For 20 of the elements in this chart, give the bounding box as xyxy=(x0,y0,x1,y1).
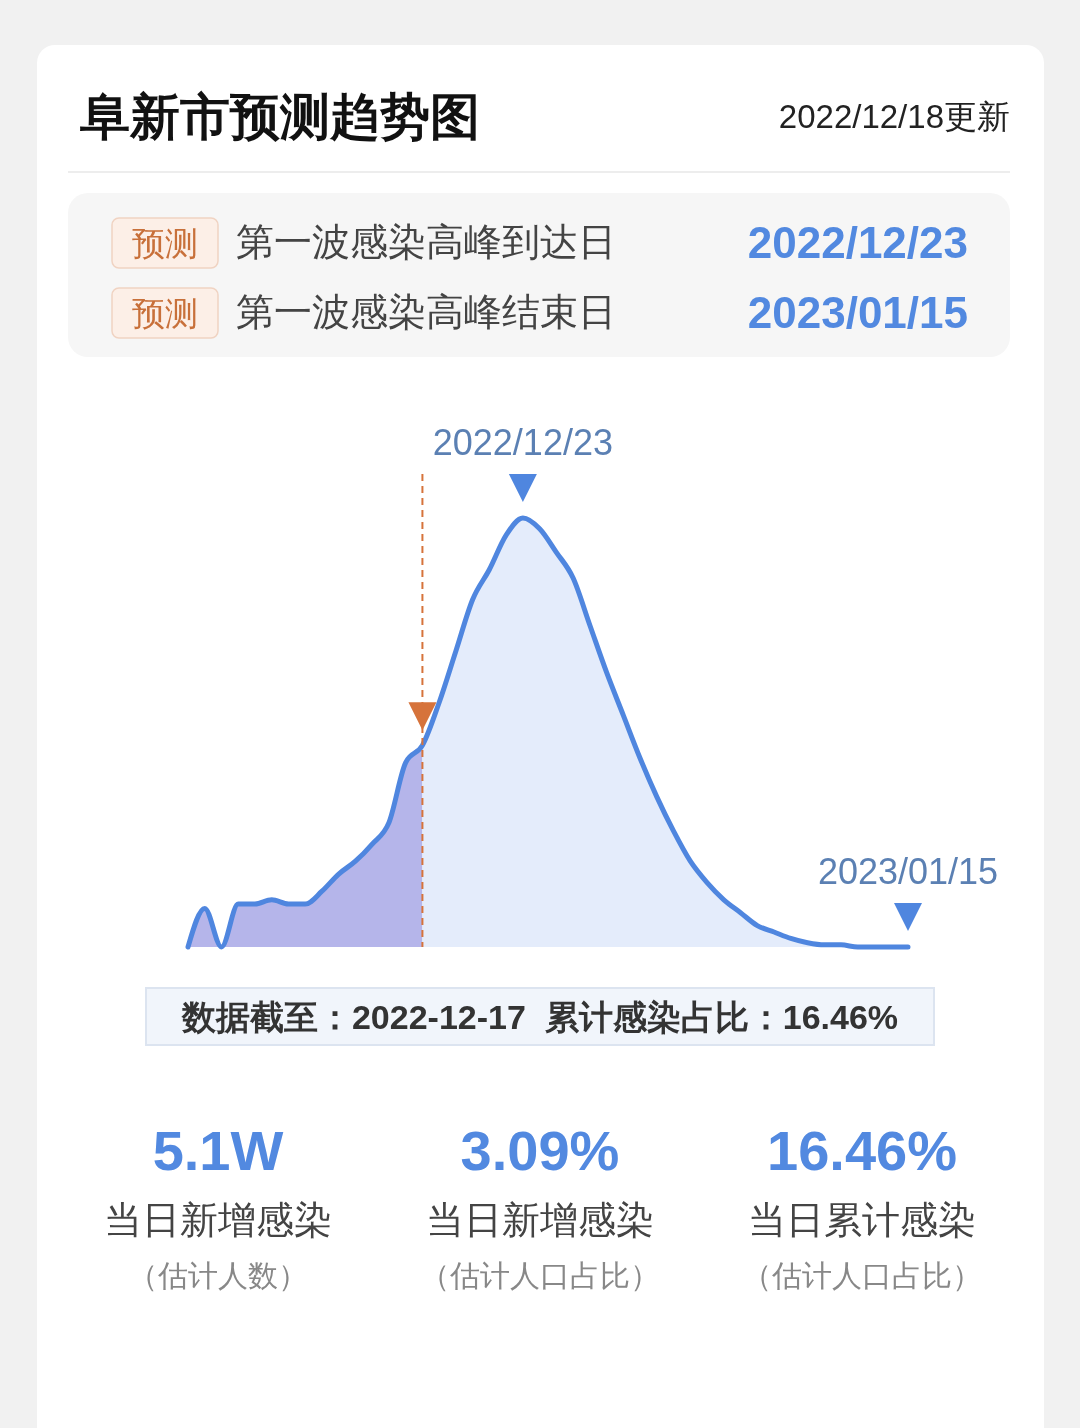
text: 2023/01/15 xyxy=(747,288,968,337)
text: 3.09% xyxy=(460,1119,620,1182)
text: 当日累计感染 xyxy=(748,1199,976,1241)
text: （估计人口占比） xyxy=(420,1259,660,1292)
text: 第一波感染高峰到达日 xyxy=(236,221,616,263)
text: （估计人口占比） xyxy=(742,1259,982,1292)
chart-title: 阜新市预测趋势图 xyxy=(79,89,480,145)
text: 第一波感染高峰结束日 xyxy=(236,291,616,333)
annotation: 2023/01/15 xyxy=(817,851,999,892)
text: 预测 xyxy=(132,225,198,262)
text: 数据截至：2022-12-17 累计感染占比：16.46% xyxy=(180,998,899,1036)
chart-subtitle: 2022/12/18更新 xyxy=(778,98,1010,135)
text: 16.46% xyxy=(767,1119,957,1182)
text: 当日新增感染 xyxy=(426,1199,654,1241)
text: 预测 xyxy=(132,295,198,332)
text: 2022/12/23 xyxy=(747,218,968,267)
text: 当日新增感染 xyxy=(104,1199,332,1241)
annotation: 2022/12/23 xyxy=(432,422,613,463)
text: 5.1W xyxy=(152,1119,284,1182)
text: （估计人数） xyxy=(128,1259,308,1292)
